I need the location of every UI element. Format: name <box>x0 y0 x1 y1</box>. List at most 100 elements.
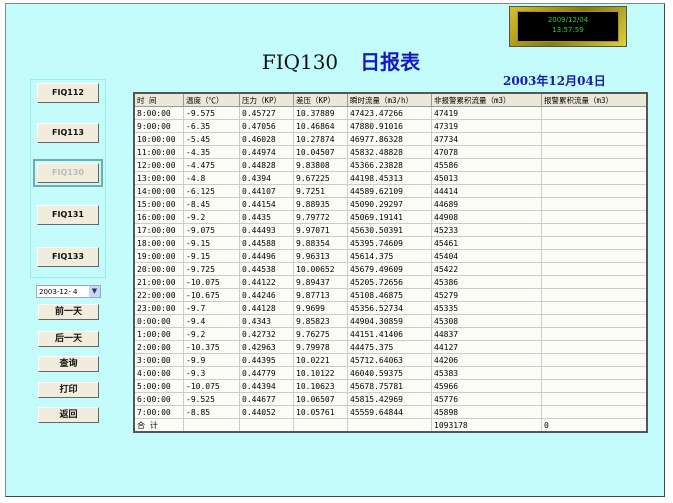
table-cell: -9.2 <box>183 327 240 341</box>
table-cell: 2:00:00 <box>133 340 184 354</box>
table-cell: 0.46028 <box>239 132 294 146</box>
table-cell: 10.04507 <box>293 145 348 159</box>
table-cell: 16:00:00 <box>133 210 184 224</box>
table-cell <box>541 106 648 120</box>
table-row[interactable]: 0:00:00 -9.4 0.4343 9.85823 44904.30859 45308 <box>133 314 648 328</box>
date-select[interactable]: 2003-12- 4 ▼ <box>36 285 101 298</box>
nav-button-fiq133[interactable]: FIQ133 <box>37 247 99 267</box>
table-cell <box>541 262 648 276</box>
table-cell: 45335 <box>431 301 542 315</box>
table-cell: 9.85823 <box>293 314 348 328</box>
table-cell: 10.37889 <box>293 106 348 120</box>
table-cell: 0.42732 <box>239 327 294 341</box>
table-row[interactable]: 6:00:00 -9.525 0.44677 10.06507 45815.42969 4… <box>133 392 648 406</box>
table-cell <box>541 288 648 302</box>
table-cell: 5:00:00 <box>133 379 184 393</box>
total-row: 合 计 1093178 0 <box>133 418 648 433</box>
table-row[interactable]: 9:00:00 -6.35 0.47056 10.46864 47880.91016 47… <box>133 119 648 133</box>
table-cell: 7:00:00 <box>133 405 184 419</box>
table-cell: -9.525 <box>183 392 240 406</box>
table-row[interactable]: 23:00:00 -9.7 0.44128 9.9699 45356.52734 4533… <box>133 301 648 315</box>
table-row[interactable]: 11:00:00 -4.35 0.44974 10.04507 45832.48828 4… <box>133 145 648 159</box>
column-header[interactable]: 压力（KP） <box>239 92 294 107</box>
table-cell: 10.27874 <box>293 132 348 146</box>
column-header[interactable]: 温度（℃） <box>183 92 240 107</box>
table-cell: 44689 <box>431 197 542 211</box>
table-row[interactable]: 1:00:00 -9.2 0.42732 9.76275 44151.41406 4483… <box>133 327 648 341</box>
table-row[interactable]: 3:00:00 -9.9 0.44395 10.0221 45712.64063 4420… <box>133 353 648 367</box>
table-cell: 45090.29297 <box>347 197 432 211</box>
table-cell: 47880.91016 <box>347 119 432 133</box>
table-cell: 19:00:00 <box>133 249 184 263</box>
column-header[interactable]: 差压（KP） <box>293 92 348 107</box>
nav-button-fiq130[interactable]: FIQ130 <box>33 159 103 187</box>
table-row[interactable]: 14:00:00 -6.125 0.44107 9.7251 44589.62109 44… <box>133 184 648 198</box>
table-cell <box>541 210 648 224</box>
total-cell: 1093178 <box>431 418 542 433</box>
table-cell: 9.67225 <box>293 171 348 185</box>
table-cell <box>541 314 648 328</box>
table-cell: 10:00:00 <box>133 132 184 146</box>
table-cell: 0.44394 <box>239 379 294 393</box>
table-row[interactable]: 10:00:00 -5.45 0.46028 10.27874 46977.86328 4… <box>133 132 648 146</box>
table-cell <box>541 145 648 159</box>
table-row[interactable]: 4:00:00 -9.3 0.44779 10.10122 46040.59375 453… <box>133 366 648 380</box>
table-cell: 45404 <box>431 249 542 263</box>
table-cell: 18:00:00 <box>133 236 184 250</box>
table-cell: 10.10122 <box>293 366 348 380</box>
column-header[interactable]: 报警累积流量（m3） <box>541 92 648 107</box>
table-cell: 44589.62109 <box>347 184 432 198</box>
table-cell: 47734 <box>431 132 542 146</box>
table-cell: 45966 <box>431 379 542 393</box>
table-cell: -9.725 <box>183 262 240 276</box>
table-cell: 9.79978 <box>293 340 348 354</box>
report-table: 时 间温度（℃） 压力（KP） 差压（KP） 瞬时流量（m3/h） 非报警累积流量（m3… <box>133 92 648 433</box>
table-row[interactable]: 20:00:00 -9.725 0.44538 10.00652 45679.49609… <box>133 262 648 276</box>
total-cell <box>347 418 432 433</box>
table-row[interactable]: 16:00:00 -9.2 0.4435 9.79772 45069.19141 4490… <box>133 210 648 224</box>
table-cell: 0.44154 <box>239 197 294 211</box>
table-cell: 9.97071 <box>293 223 348 237</box>
print-button[interactable]: 打印 <box>38 382 99 398</box>
table-cell <box>541 171 648 185</box>
table-cell: 44127 <box>431 340 542 354</box>
table-cell: -5.45 <box>183 132 240 146</box>
table-cell: 47078 <box>431 145 542 159</box>
table-row[interactable]: 13:00:00 -4.8 0.4394 9.67225 44198.45313 4501… <box>133 171 648 185</box>
table-cell <box>541 275 648 289</box>
nav-button-fiq131[interactable]: FIQ131 <box>37 205 99 225</box>
table-cell <box>541 366 648 380</box>
column-header[interactable]: 瞬时流量（m3/h） <box>347 92 432 107</box>
table-row[interactable]: 15:00:00 -8.45 0.44154 9.88935 45090.29297 44… <box>133 197 648 211</box>
nav-button-fiq113[interactable]: FIQ113 <box>37 123 99 143</box>
table-row[interactable]: 5:00:00 -10.075 0.44394 10.10623 45678.75781… <box>133 379 648 393</box>
table-cell: 45815.42969 <box>347 392 432 406</box>
table-cell: 0.44395 <box>239 353 294 367</box>
table-cell: -10.075 <box>183 275 240 289</box>
table-row[interactable]: 7:00:00 -8.85 0.44052 10.05761 45559.64844 45… <box>133 405 648 419</box>
table-cell: 46977.86328 <box>347 132 432 146</box>
table-row[interactable]: 21:00:00 -10.075 0.44122 9.89437 45205.72656… <box>133 275 648 289</box>
table-row[interactable]: 18:00:00 -9.15 0.44588 9.88354 45395.74609 45… <box>133 236 648 250</box>
prev-day-button[interactable]: 前一天 <box>38 304 99 320</box>
table-row[interactable]: 8:00:00 -9.575 0.45727 10.37889 47423.47266 4… <box>133 106 648 120</box>
table-row[interactable]: 19:00:00 -9.15 0.44496 9.96313 45614.375 4540… <box>133 249 648 263</box>
column-header[interactable]: 非报警累积流量（m3） <box>431 92 542 107</box>
table-cell: -4.8 <box>183 171 240 185</box>
nav-button-fiq112[interactable]: FIQ112 <box>37 83 99 103</box>
table-cell: 0.4343 <box>239 314 294 328</box>
table-cell <box>541 405 648 419</box>
table-row[interactable]: 17:00:00 -9.075 0.44493 9.97071 45630.50391 4… <box>133 223 648 237</box>
back-button[interactable]: 返回 <box>38 407 99 423</box>
table-cell: -8.45 <box>183 197 240 211</box>
chevron-down-icon[interactable]: ▼ <box>89 286 100 297</box>
table-row[interactable]: 12:00:00 -4.475 0.44828 9.83808 45366.23828 4… <box>133 158 648 172</box>
next-day-button[interactable]: 后一天 <box>38 331 99 347</box>
column-header[interactable]: 时 间 <box>133 92 184 107</box>
table-row[interactable]: 2:00:00 -10.375 0.42963 9.79978 44475.375 441… <box>133 340 648 354</box>
table-cell <box>541 158 648 172</box>
query-button[interactable]: 查询 <box>38 356 99 372</box>
table-row[interactable]: 22:00:00 -10.675 0.44246 9.87713 45108.46875… <box>133 288 648 302</box>
total-cell: 0 <box>541 418 648 433</box>
table-cell: 3:00:00 <box>133 353 184 367</box>
